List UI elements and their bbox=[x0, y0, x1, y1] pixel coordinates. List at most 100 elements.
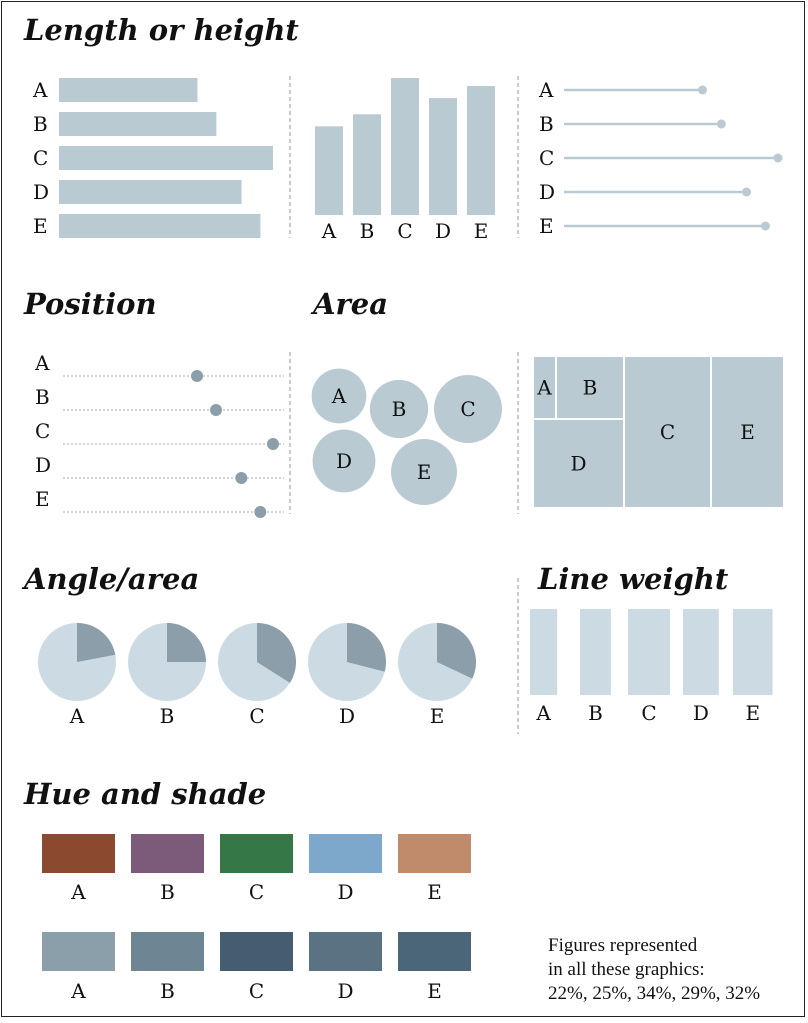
bubble-D bbox=[312, 429, 376, 493]
treemap-cell-D bbox=[534, 420, 623, 507]
pie-label-B: B bbox=[160, 704, 175, 728]
treemap-label-B: B bbox=[583, 376, 598, 400]
hue-label-B: B bbox=[160, 880, 175, 904]
lineweight-label-A: A bbox=[535, 701, 551, 725]
lineweight-label-B: B bbox=[588, 701, 603, 725]
hue-label-D: D bbox=[337, 880, 353, 904]
vbar-B bbox=[353, 114, 381, 215]
position-dot-D bbox=[235, 472, 248, 484]
treemap-cell-B bbox=[557, 357, 623, 418]
position-label-C: C bbox=[35, 419, 50, 443]
shade-label-C: C bbox=[249, 979, 264, 1003]
lollipop-dot-D bbox=[742, 187, 752, 197]
treemap-cell-A bbox=[534, 357, 555, 418]
position-dot-A bbox=[191, 370, 203, 382]
pie-label-A: A bbox=[69, 704, 85, 728]
lollipop-label-C: C bbox=[539, 146, 554, 170]
lollipop-label-A: A bbox=[538, 78, 554, 102]
lollipop-dot-C bbox=[773, 153, 783, 163]
treemap-label-D: D bbox=[570, 452, 586, 476]
shade-swatch-C bbox=[220, 932, 293, 971]
lineweight-bar-B bbox=[580, 609, 611, 695]
note-line-1: Figures represented bbox=[548, 935, 698, 956]
lineweight-bar-A bbox=[530, 609, 558, 695]
shade-label-E: E bbox=[427, 979, 442, 1003]
lollipop-dot-A bbox=[697, 85, 707, 95]
pie-D-slice bbox=[347, 623, 387, 672]
vbar-E bbox=[467, 86, 495, 215]
position-dot-B bbox=[210, 404, 222, 416]
title-hue: Hue and shade bbox=[23, 777, 266, 811]
hbar-label-E: E bbox=[33, 214, 48, 238]
hbar-label-A: A bbox=[32, 78, 48, 102]
vbar-C bbox=[391, 78, 419, 215]
vbar-label-A: A bbox=[321, 219, 337, 243]
pie-label-C: C bbox=[249, 704, 264, 728]
lineweight-label-D: D bbox=[693, 701, 709, 725]
lollipop-label-D: D bbox=[539, 180, 555, 204]
hbar-B bbox=[59, 112, 217, 136]
hue-label-C: C bbox=[249, 880, 264, 904]
lineweight-bar-C bbox=[628, 609, 670, 695]
vbar-label-C: C bbox=[397, 219, 412, 243]
lollipop-dot-B bbox=[716, 119, 726, 129]
note-line-2: in all these graphics: bbox=[548, 959, 705, 980]
lollipop-dot-E bbox=[760, 221, 770, 231]
hue-swatch-B bbox=[131, 834, 204, 873]
hbar-D bbox=[59, 180, 242, 204]
position-label-B: B bbox=[35, 385, 50, 409]
bubble-C bbox=[434, 375, 502, 443]
position-dot-C bbox=[267, 438, 279, 450]
hbar-C bbox=[59, 146, 273, 170]
lollipop-label-B: B bbox=[539, 112, 554, 136]
position-label-D: D bbox=[35, 453, 51, 477]
hue-label-A: A bbox=[70, 880, 86, 904]
pie-B-slice bbox=[167, 623, 206, 662]
shade-swatch-D bbox=[309, 932, 382, 971]
pie-E-slice bbox=[437, 623, 476, 679]
bubble-label-D: D bbox=[336, 449, 352, 473]
lollipop-label-E: E bbox=[539, 214, 554, 238]
lineweight-label-E: E bbox=[745, 701, 760, 725]
shade-label-A: A bbox=[70, 979, 86, 1003]
treemap-label-A: A bbox=[536, 376, 552, 400]
pie-C-slice bbox=[257, 623, 296, 683]
hue-label-E: E bbox=[427, 880, 442, 904]
shade-swatch-E bbox=[398, 932, 471, 971]
hbar-E bbox=[59, 214, 261, 238]
hbar-A bbox=[59, 78, 198, 102]
hbar-label-B: B bbox=[33, 112, 48, 136]
bubble-A bbox=[311, 368, 367, 424]
position-dot-E bbox=[254, 506, 267, 518]
hue-swatch-D bbox=[309, 834, 382, 873]
treemap-label-E: E bbox=[740, 420, 755, 444]
treemap-label-C: C bbox=[660, 420, 675, 444]
lineweight-bar-E bbox=[733, 609, 773, 695]
bubble-B bbox=[369, 379, 429, 439]
position-label-E: E bbox=[35, 487, 50, 511]
title-area: Area bbox=[310, 287, 388, 321]
title-position: Position bbox=[23, 287, 157, 321]
bubble-label-B: B bbox=[392, 397, 407, 421]
position-label-A: A bbox=[34, 351, 50, 375]
hue-swatch-E bbox=[398, 834, 471, 873]
hbar-label-D: D bbox=[33, 180, 49, 204]
hue-swatch-C bbox=[220, 834, 293, 873]
shade-label-D: D bbox=[337, 979, 353, 1003]
pie-label-E: E bbox=[430, 704, 445, 728]
shade-swatch-A bbox=[42, 932, 115, 971]
lineweight-label-C: C bbox=[641, 701, 656, 725]
title-lineweight: Line weight bbox=[537, 562, 729, 596]
treemap-cell-E bbox=[712, 357, 783, 507]
shade-swatch-B bbox=[131, 932, 204, 971]
title-length: Length or height bbox=[23, 13, 299, 47]
vbar-label-B: B bbox=[360, 219, 375, 243]
pie-A-slice bbox=[77, 623, 116, 662]
hue-swatch-A bbox=[42, 834, 115, 873]
hbar-label-C: C bbox=[33, 146, 48, 170]
bubble-E bbox=[391, 439, 457, 505]
title-angle: Angle/area bbox=[21, 562, 199, 596]
note-line-3: 22%, 25%, 34%, 29%, 32% bbox=[548, 983, 760, 1004]
